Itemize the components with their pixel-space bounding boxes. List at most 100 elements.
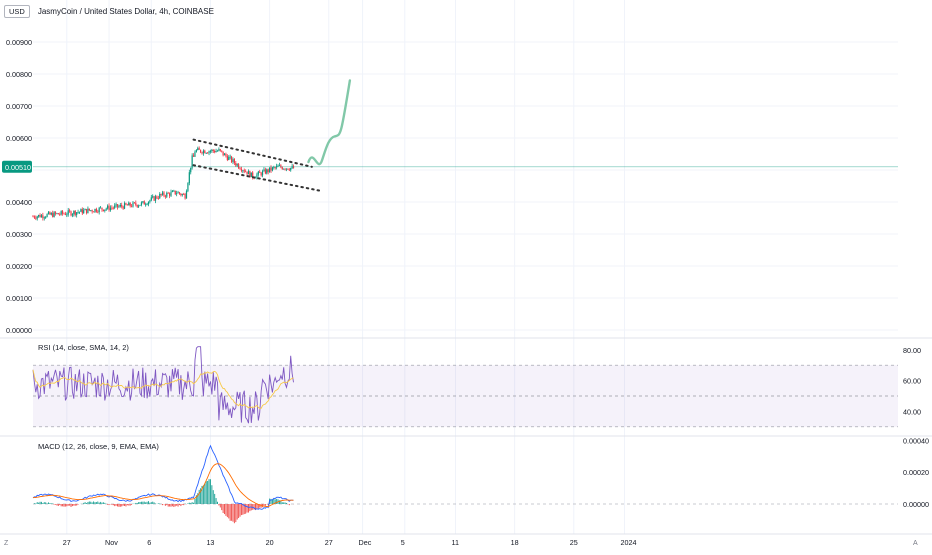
- candle-body: [176, 193, 177, 194]
- candle-body: [104, 210, 105, 211]
- rsi-title: RSI (14, close, SMA, 14, 2): [38, 343, 129, 352]
- candles-group: [32, 146, 294, 220]
- candle-body: [196, 150, 197, 152]
- candle-body: [149, 200, 150, 202]
- candle-body: [79, 212, 80, 213]
- macd-histogram-bar: [247, 504, 248, 513]
- candle-body: [115, 204, 116, 205]
- macd-histogram-bar: [117, 504, 118, 506]
- current-price-label: 0.00510: [5, 163, 31, 172]
- candle-body: [275, 167, 276, 168]
- macd-histogram-bar: [47, 503, 48, 504]
- macd-histogram-bar: [135, 503, 136, 504]
- candle-body: [201, 152, 202, 153]
- macd-histogram-bar: [100, 502, 101, 504]
- macd-histogram-bar: [175, 504, 176, 506]
- macd-histogram-bar: [76, 504, 77, 506]
- currency-badge[interactable]: USD: [4, 5, 30, 18]
- macd-histogram-bar: [120, 504, 121, 507]
- candle-body: [193, 155, 194, 156]
- macd-histogram-bar: [238, 504, 239, 518]
- macd-histogram-bar: [45, 502, 46, 504]
- candle-body: [194, 152, 195, 157]
- candle-body: [168, 193, 169, 194]
- macd-histogram-bar: [189, 503, 190, 504]
- macd-histogram-bar: [230, 504, 231, 521]
- candle-body: [58, 213, 59, 214]
- macd-histogram-bar: [211, 485, 212, 504]
- macd-histogram-bar: [116, 504, 117, 506]
- candle-body: [52, 213, 53, 217]
- candle-body: [282, 167, 283, 169]
- price-axis-label: 0.00900: [6, 38, 32, 47]
- macd-histogram-bar: [182, 504, 183, 505]
- macd-histogram-bar: [58, 504, 59, 506]
- macd-histogram-bar: [190, 503, 191, 504]
- candle-body: [66, 215, 67, 216]
- macd-histogram-bar: [85, 502, 86, 504]
- macd-histogram-bar: [65, 504, 66, 507]
- candle-body: [158, 198, 159, 199]
- macd-histogram-bar: [149, 503, 150, 504]
- macd-histogram-bar: [61, 504, 62, 506]
- time-axis-label: 27: [325, 538, 333, 547]
- macd-histogram-bar: [192, 502, 193, 504]
- candle-body: [37, 217, 38, 219]
- candle-body: [258, 172, 259, 175]
- macd-histogram-bar: [183, 504, 184, 505]
- macd-histogram-bar: [145, 502, 146, 504]
- macd-histogram-bar: [35, 503, 36, 504]
- candle-body: [125, 203, 126, 205]
- candle-body: [54, 212, 55, 217]
- candle-body: [45, 217, 46, 218]
- macd-signal-line: [33, 464, 294, 507]
- candle-body: [80, 209, 81, 212]
- candle-body: [85, 209, 86, 210]
- candle-body: [151, 197, 152, 200]
- candle-body: [103, 210, 104, 211]
- candle-body: [86, 209, 87, 213]
- price-axis-label: 0.00300: [6, 230, 32, 239]
- candle-body: [51, 213, 52, 214]
- macd-histogram-bar: [123, 504, 124, 506]
- macd-histogram-bar: [289, 504, 290, 505]
- macd-histogram-bar: [124, 504, 125, 506]
- candle-body: [48, 212, 49, 214]
- candle-body: [124, 203, 125, 209]
- macd-histogram-bar: [194, 499, 195, 504]
- macd-histogram-bar: [242, 504, 243, 515]
- candle-body: [272, 167, 273, 170]
- candle-body: [123, 207, 124, 209]
- candle-body: [92, 210, 93, 211]
- macd-histogram-bar: [96, 502, 97, 504]
- candle-body: [93, 212, 94, 213]
- macd-histogram-bar: [130, 504, 131, 506]
- macd-axis-label: 0.00000: [903, 500, 929, 509]
- candle-body: [284, 169, 285, 170]
- candle-body: [183, 194, 184, 195]
- macd-histogram-bar: [216, 498, 217, 504]
- candle-body: [132, 202, 133, 206]
- macd-histogram-bar: [48, 502, 49, 504]
- candle-body: [155, 196, 156, 200]
- macd-histogram-bar: [73, 504, 74, 506]
- macd-histogram-bar: [217, 502, 218, 504]
- macd-histogram-bar: [114, 504, 115, 506]
- candle-body: [224, 154, 225, 155]
- macd-histogram-bar: [286, 503, 287, 504]
- macd-histogram-bar: [63, 504, 64, 507]
- auto-scale-icon: A: [913, 540, 918, 547]
- candle-body: [44, 218, 45, 219]
- candle-body: [32, 216, 33, 217]
- macd-histogram-bar: [103, 502, 104, 504]
- candle-body: [73, 211, 74, 214]
- time-axis-label: 18: [511, 538, 519, 547]
- macd-histogram-bar: [151, 502, 152, 504]
- macd-histogram-bar: [228, 504, 229, 518]
- candle-body: [49, 212, 50, 214]
- candle-body: [146, 204, 147, 205]
- macd-histogram-bar: [206, 481, 207, 504]
- candle-body: [177, 192, 178, 193]
